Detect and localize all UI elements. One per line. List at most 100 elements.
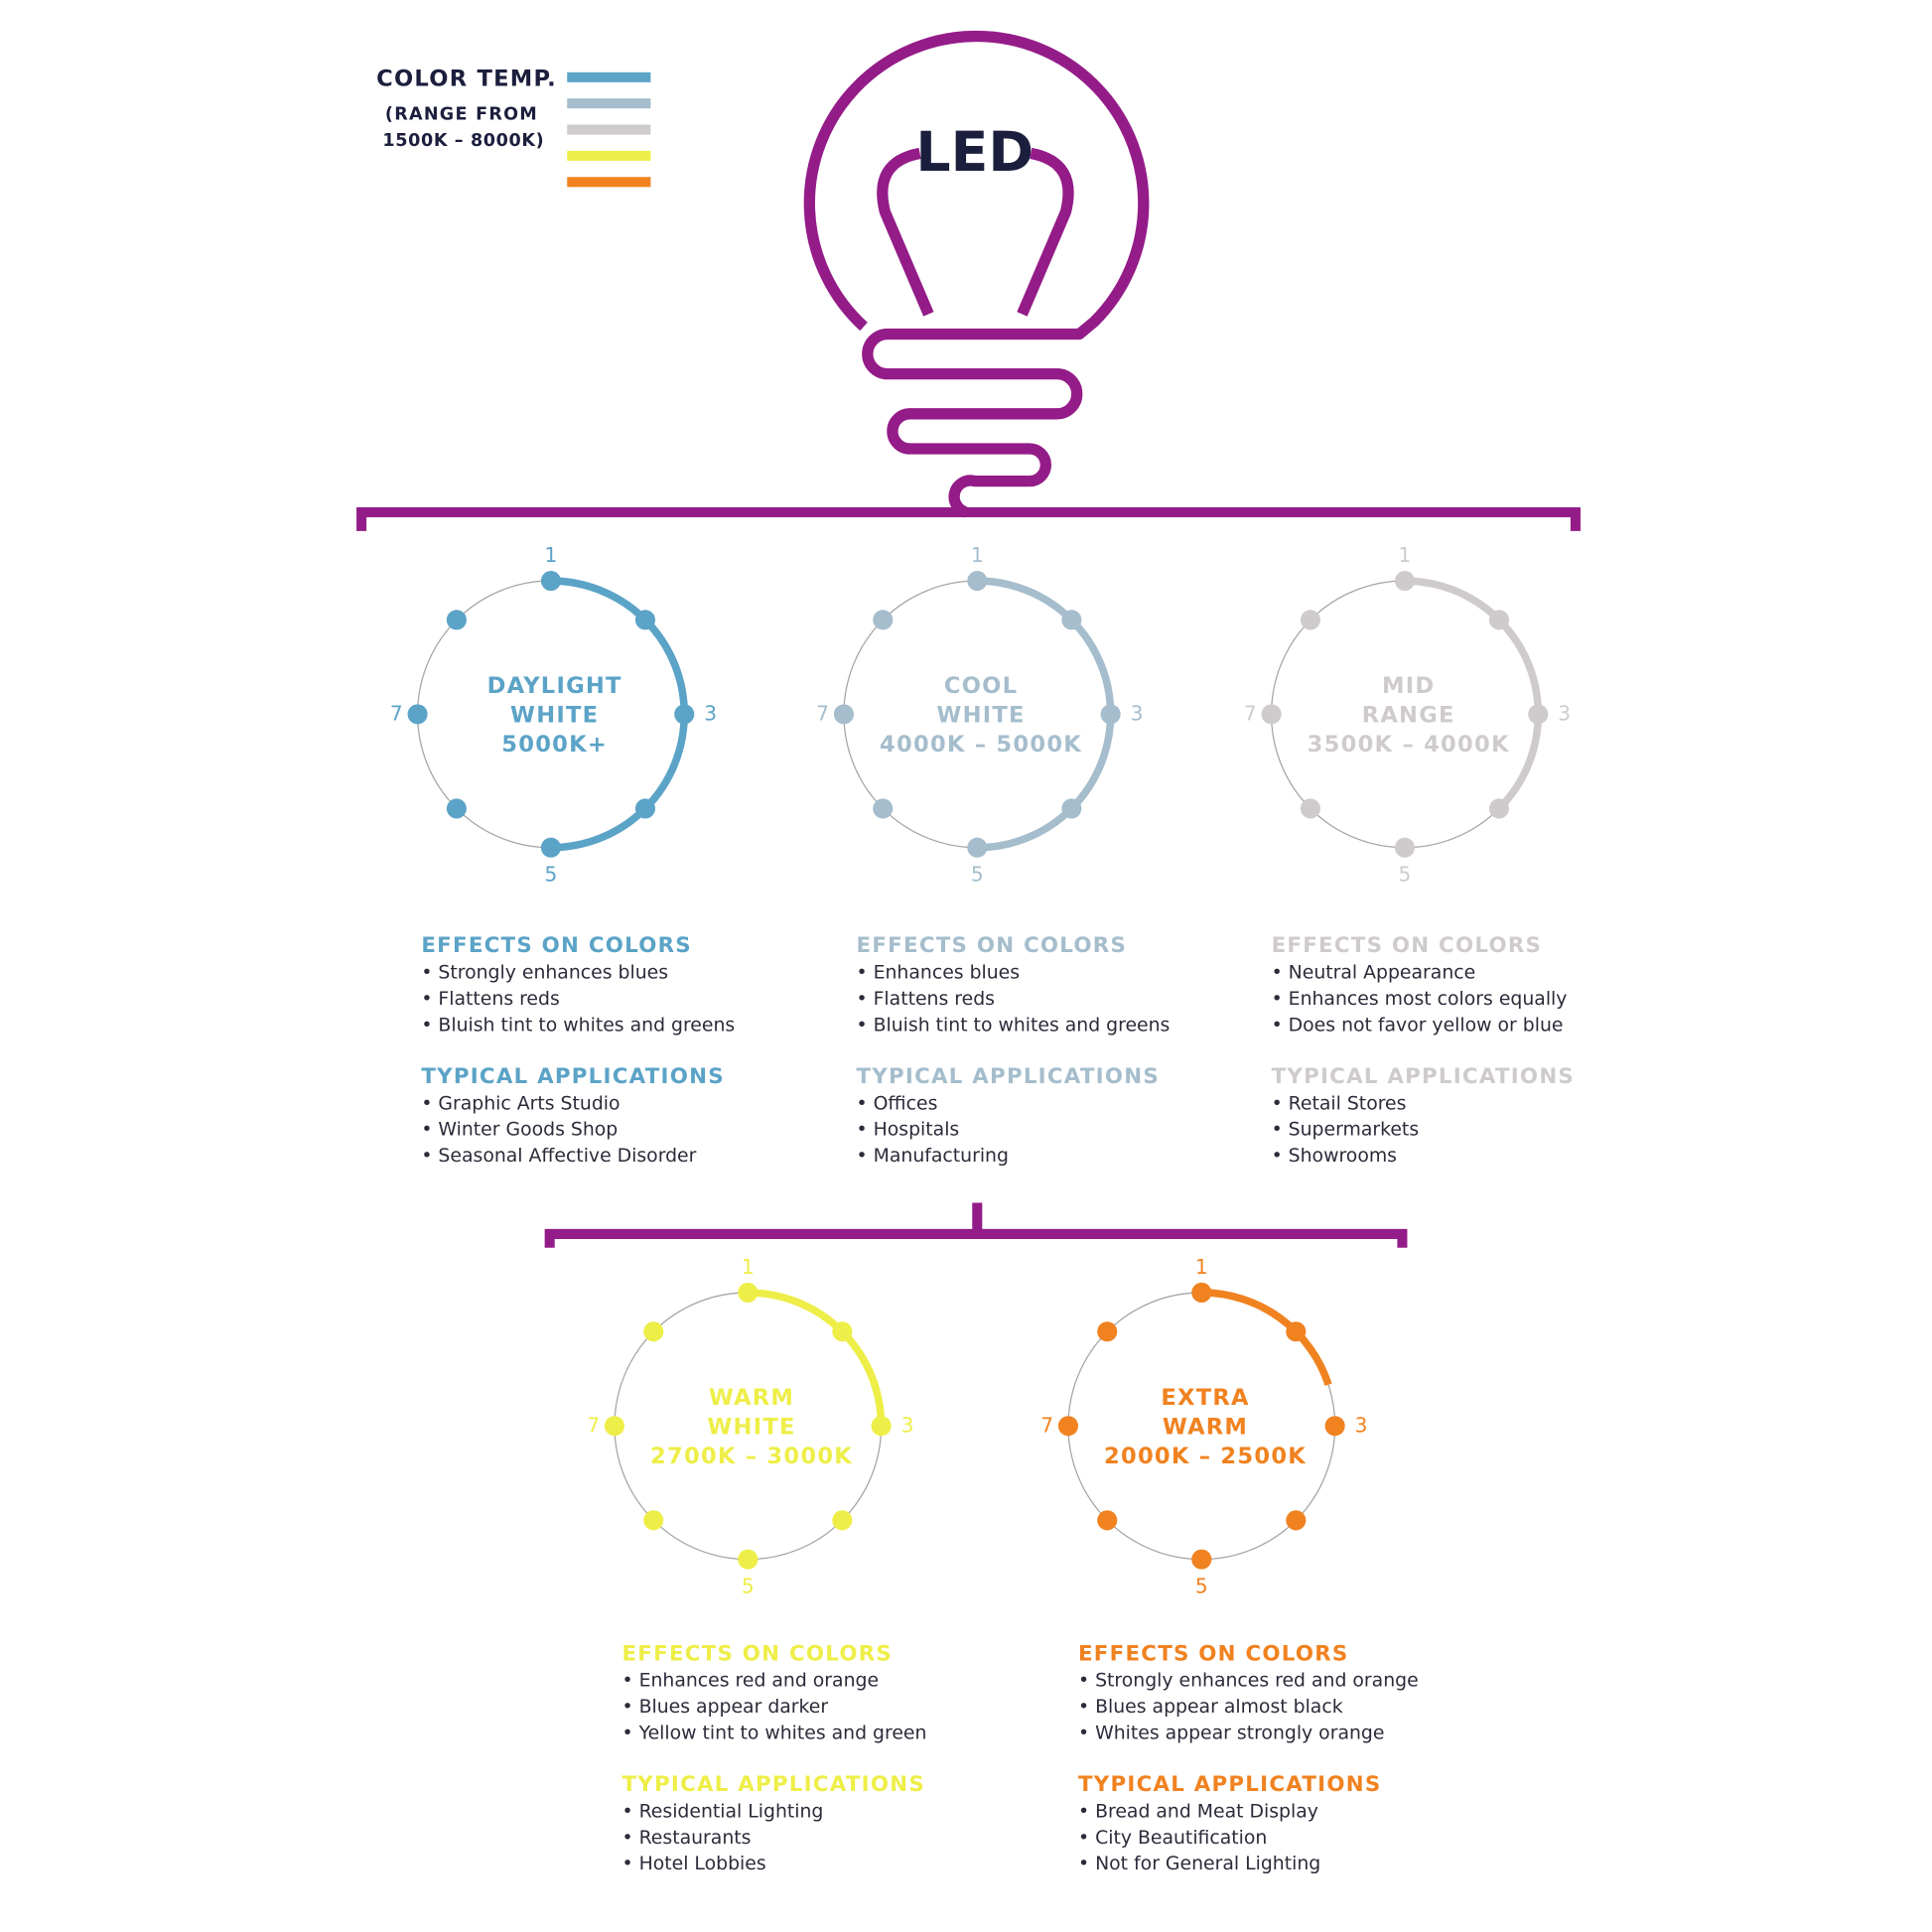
dial-point xyxy=(873,610,894,630)
dial-point xyxy=(1097,1510,1118,1531)
dial-point xyxy=(738,1549,759,1570)
dial-scale-label: 7 xyxy=(1244,702,1257,726)
dial-point xyxy=(1394,571,1415,592)
dial-point xyxy=(1528,704,1549,725)
dial-scale-label: 7 xyxy=(587,1414,600,1438)
dial-scale-label: 5 xyxy=(1195,1575,1208,1598)
dial-scale-label: 1 xyxy=(742,1255,755,1279)
panel-title-line: EXTRA xyxy=(1161,1385,1249,1411)
legend-range-line1: (RANGE FROM xyxy=(385,105,538,125)
effects-item: • Blues appear darker xyxy=(621,1697,828,1718)
dial-scale-label: 5 xyxy=(971,863,984,887)
applications-item: • Not for General Lighting xyxy=(1078,1854,1320,1874)
dial-point xyxy=(634,610,656,630)
applications-heading: TYPICAL APPLICATIONS xyxy=(1272,1064,1575,1089)
dial-scale-label: 5 xyxy=(742,1575,755,1598)
dial-point xyxy=(643,1321,664,1342)
effects-item: • Strongly enhances red and orange xyxy=(1078,1671,1419,1692)
dial-point xyxy=(1191,1549,1212,1570)
panel-title-line: 3500K – 4000K xyxy=(1308,732,1510,758)
applications-item: • City Beautification xyxy=(1078,1828,1267,1849)
bulb-label: LED xyxy=(915,121,1034,185)
dial-point xyxy=(833,704,855,725)
applications-heading: TYPICAL APPLICATIONS xyxy=(621,1772,924,1797)
dial-scale-label: 1 xyxy=(1195,1255,1208,1279)
effects-item: • Bluish tint to whites and greens xyxy=(857,1015,1171,1035)
dial-scale-label: 1 xyxy=(545,543,558,567)
dial-scale-label: 3 xyxy=(704,702,717,726)
legend-title: COLOR TEMP. xyxy=(376,67,557,92)
temperature-panel: 1 3 5 7 EXTRA WARM 2000K – 2500K EFFECTS ON COL… xyxy=(1040,1255,1418,1874)
panel-title-line: WHITE xyxy=(936,703,1025,729)
applications-item: • Restaurants xyxy=(621,1828,751,1849)
effects-item: • Bluish tint to whites and greens xyxy=(421,1015,735,1035)
legend-swatch xyxy=(567,177,651,188)
temperature-dial: 1 3 5 7 DAYLIGHT WHITE 5000K+ xyxy=(390,543,717,886)
effects-item: • Whites appear strongly orange xyxy=(1078,1723,1384,1743)
panel-title-line: 2000K – 2500K xyxy=(1104,1444,1307,1469)
led-bulb-icon xyxy=(803,30,1150,518)
applications-item: • Seasonal Affective Disorder xyxy=(421,1146,696,1167)
dial-level-arc xyxy=(1201,1289,1332,1386)
dial-point xyxy=(1057,1416,1078,1437)
dial-point xyxy=(1488,798,1510,819)
dial-point xyxy=(1261,704,1282,725)
dial-scale-label: 3 xyxy=(1131,702,1144,726)
dial-point xyxy=(674,704,695,725)
top-bracket xyxy=(356,506,1581,531)
panel-title-line: RANGE xyxy=(1362,703,1455,729)
applications-item: • Winter Goods Shop xyxy=(421,1120,618,1141)
dial-point xyxy=(1324,1416,1345,1437)
panel-title-line: WHITE xyxy=(707,1414,795,1440)
dial-point xyxy=(1100,704,1121,725)
effects-heading: EFFECTS ON COLORS xyxy=(621,1641,893,1666)
dial-point xyxy=(738,1282,759,1303)
effects-item: • Blues appear almost black xyxy=(1078,1697,1343,1718)
dial-point xyxy=(1097,1321,1118,1342)
dial-scale-label: 5 xyxy=(545,863,558,887)
panel-title-line: WHITE xyxy=(510,703,599,729)
panel-title-line: MID xyxy=(1382,673,1435,699)
applications-item: • Manufacturing xyxy=(857,1146,1009,1167)
dial-point xyxy=(604,1416,624,1437)
dial-point xyxy=(643,1510,664,1531)
dial-point xyxy=(1394,837,1415,858)
legend-swatch xyxy=(567,124,651,135)
dial-scale-label: 3 xyxy=(1558,702,1571,726)
dial-point xyxy=(1300,610,1320,630)
dial-point xyxy=(1286,1321,1307,1342)
applications-item: • Residential Lighting xyxy=(621,1801,823,1822)
dial-point xyxy=(873,798,894,819)
effects-heading: EFFECTS ON COLORS xyxy=(1272,933,1543,958)
applications-item: • Graphic Arts Studio xyxy=(421,1093,620,1114)
dial-point xyxy=(540,837,561,858)
temperature-dial: 1 3 5 7 MID RANGE 3500K – 4000K xyxy=(1244,543,1571,886)
dial-point xyxy=(1061,610,1082,630)
dial-point xyxy=(832,1321,853,1342)
dial-point xyxy=(1286,1510,1307,1531)
effects-item: • Does not favor yellow or blue xyxy=(1272,1015,1564,1035)
panel-title-line: 2700K – 3000K xyxy=(650,1444,853,1469)
panel-title-line: 5000K+ xyxy=(501,732,608,758)
dial-point xyxy=(871,1416,892,1437)
dial-point xyxy=(967,837,988,858)
panel-title-line: WARM xyxy=(709,1385,794,1411)
dial-scale-label: 7 xyxy=(1040,1414,1053,1438)
dial-point xyxy=(1300,798,1320,819)
dial-point xyxy=(1191,1282,1212,1303)
temperature-panel: 1 3 5 7 MID RANGE 3500K – 4000K EFFECTS ON COLO… xyxy=(1244,543,1575,1167)
dial-level-arc xyxy=(1404,577,1543,812)
bottom-bracket xyxy=(544,1202,1408,1248)
temperature-dial: 1 3 5 7 EXTRA WARM 2000K – 2500K xyxy=(1040,1255,1367,1597)
effects-item: • Enhances blues xyxy=(857,963,1021,984)
dial-point xyxy=(446,798,467,819)
applications-heading: TYPICAL APPLICATIONS xyxy=(421,1064,724,1089)
effects-heading: EFFECTS ON COLORS xyxy=(1078,1641,1349,1666)
applications-item: • Retail Stores xyxy=(1272,1093,1407,1114)
dial-scale-label: 5 xyxy=(1399,863,1412,887)
effects-item: • Strongly enhances blues xyxy=(421,963,668,984)
panel-title-line: COOL xyxy=(944,673,1018,699)
dial-scale-label: 7 xyxy=(816,702,829,726)
panel-title-line: WARM xyxy=(1163,1414,1248,1440)
applications-item: • Offices xyxy=(857,1093,938,1114)
